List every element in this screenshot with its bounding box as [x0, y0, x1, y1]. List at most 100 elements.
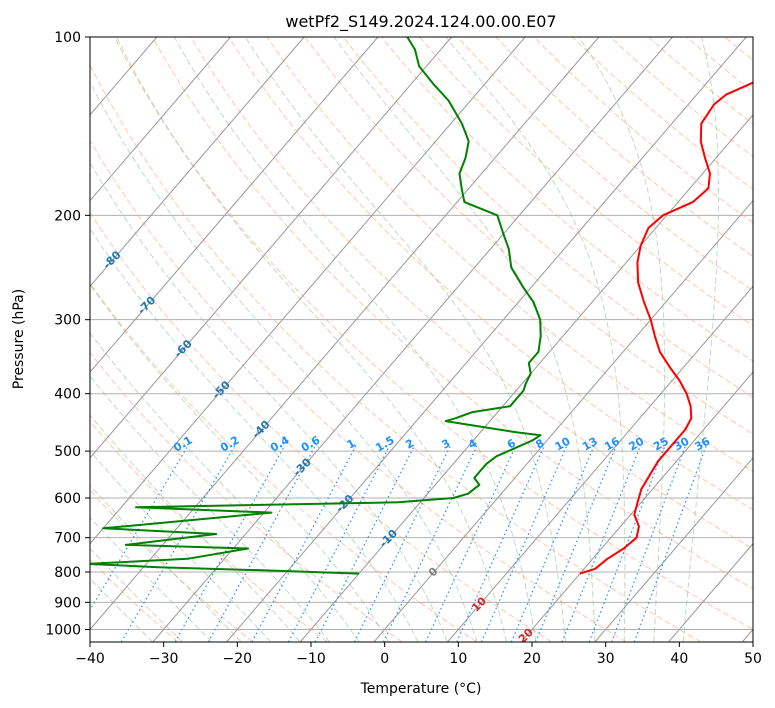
- series: [90, 37, 753, 575]
- isotherm-line: [447, 285, 753, 642]
- x-tick-label: −40: [75, 651, 105, 667]
- mixing-ratio-line: [120, 445, 236, 642]
- isotherm-line: [152, 37, 673, 642]
- mixing-ratio-line: [90, 445, 189, 612]
- temperature-line: [579, 81, 753, 575]
- y-tick-label: 400: [54, 387, 81, 403]
- moist-adiabat: [90, 516, 213, 642]
- dry-adiabat: [610, 37, 753, 158]
- isotherm-line: [90, 37, 526, 545]
- dry-adiabat: [419, 37, 753, 327]
- x-tick-label: 10: [449, 651, 467, 667]
- moist-adiabat: [90, 484, 242, 642]
- y-axis: 100 200 300 400 500 600 700 800 900 1000: [45, 30, 90, 638]
- mixing-ratio-line: [633, 445, 707, 642]
- x-tick-label: 0: [380, 651, 389, 667]
- dry-adiabat: [266, 37, 753, 473]
- isotherm-label: -100: [35, 147, 64, 176]
- dry-adiabat: [571, 37, 753, 190]
- x-tick-label: −20: [223, 651, 253, 667]
- dry-adiabat: [533, 37, 753, 224]
- y-tick-label: 800: [54, 565, 81, 581]
- dry-adiabat: [90, 64, 702, 642]
- x-tick-label: −30: [149, 651, 179, 667]
- isotherm-line: [90, 37, 305, 288]
- mixing-ratio-label: 1: [345, 437, 358, 452]
- mixing-ratio-line: [561, 445, 641, 642]
- moist-adiabat: [578, 37, 666, 642]
- dry-adiabat: [228, 37, 753, 511]
- moist-adiabat: [333, 37, 596, 642]
- mixing-ratio-line: [534, 445, 617, 642]
- mixing-ratio-line: [510, 445, 595, 642]
- dry-adiabat: [457, 37, 753, 292]
- x-tick-label: 50: [744, 651, 762, 667]
- y-tick-label: 500: [54, 444, 81, 460]
- isotherm-line: [594, 457, 753, 642]
- mixing-ratio-line: [611, 445, 686, 642]
- mixing-ratio-lines: [90, 445, 707, 642]
- dry-adiabat: [90, 420, 328, 642]
- isotherm-line: [299, 114, 753, 642]
- dry-adiabat: [90, 282, 478, 642]
- moist-adiabat: [90, 227, 419, 642]
- mixing-ratio-line: [382, 445, 478, 642]
- isotherm-line: [90, 37, 600, 631]
- mixing-ratio-line: [207, 445, 316, 642]
- dry-adiabat: [763, 37, 775, 642]
- dry-adiabat: [113, 37, 753, 630]
- dry-adiabat: [90, 211, 552, 642]
- pressure-gridlines: [90, 37, 753, 630]
- dry-adiabat: [190, 37, 753, 550]
- moist-adiabat: [90, 547, 183, 642]
- isotherm-line: [90, 37, 379, 373]
- x-tick-label: 30: [597, 651, 615, 667]
- dry-adiabat: [342, 37, 753, 398]
- y-tick-label: 1000: [45, 622, 81, 638]
- mixing-ratio-label: 4: [466, 436, 479, 451]
- y-tick-label: 300: [54, 313, 81, 329]
- mixing-ratio-line: [588, 445, 666, 642]
- moist-adiabat: [90, 332, 360, 642]
- mixing-ratio-line: [287, 445, 391, 642]
- mixing-ratio-line: [425, 445, 517, 642]
- dry-adiabat: [495, 37, 753, 258]
- dry-adiabat: [90, 489, 254, 642]
- dry-adiabat: [90, 351, 403, 642]
- moist-adiabat: [90, 80, 478, 642]
- moist-adiabat: [90, 375, 331, 642]
- moist-adiabat: [445, 37, 626, 642]
- isotherms: [0, 37, 753, 642]
- moist-adiabat: [90, 450, 272, 642]
- y-tick-label: 600: [54, 491, 81, 507]
- isotherm-line: [0, 37, 10, 642]
- x-axis: −40 −30 −20 −10 0 10 20 30 40 50: [75, 642, 762, 667]
- mixing-ratio-line: [174, 445, 286, 642]
- mixing-ratio-line: [353, 445, 451, 642]
- y-tick-label: 900: [54, 595, 81, 611]
- mixing-ratio-line: [314, 445, 415, 642]
- dry-adiabat: [90, 139, 627, 642]
- isotherm-line: [90, 37, 231, 202]
- mixing-ratio-line: [251, 445, 357, 642]
- mixing-ratio-label: 2: [403, 437, 416, 452]
- plot-frame: [89, 36, 754, 643]
- dry-adiabat: [304, 37, 753, 435]
- y-tick-label: 100: [54, 30, 81, 46]
- y-tick-label: 700: [54, 531, 81, 547]
- chart-title: wetPf2_S149.2024.124.00.00.E07: [285, 12, 556, 32]
- moist-adiabat: [244, 37, 566, 642]
- moist-adiabats: [90, 37, 719, 642]
- isotherm-line: [226, 37, 747, 642]
- mixing-ratio-label: 3: [439, 437, 452, 452]
- moist-adiabat: [173, 37, 537, 642]
- y-axis-title: Pressure (hPa): [11, 289, 27, 389]
- isotherm-line: [373, 199, 753, 642]
- moist-adiabat: [116, 37, 507, 642]
- dewpoint-line: [90, 37, 542, 575]
- x-tick-label: 40: [670, 651, 688, 667]
- moist-adiabat: [90, 283, 390, 642]
- isotherm-line: [668, 542, 753, 642]
